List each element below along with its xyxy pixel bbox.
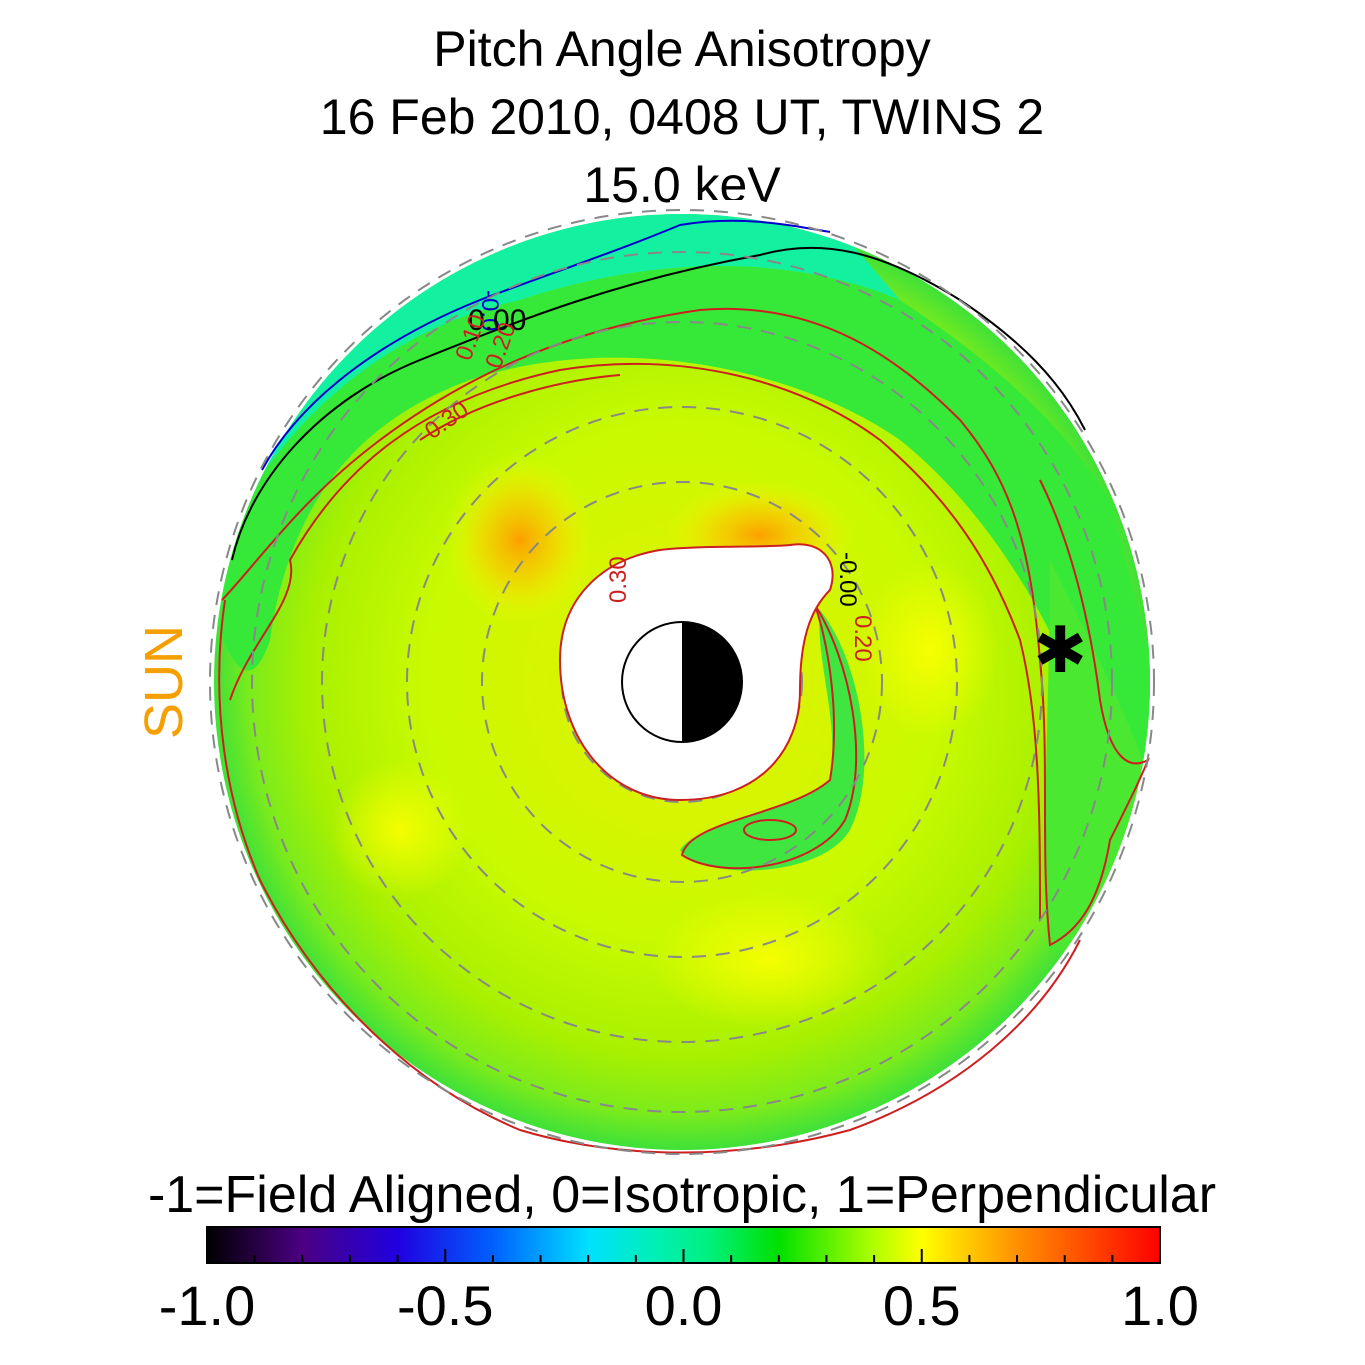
region-yellow-se [650,890,890,1030]
region-night-peak [445,455,595,625]
contour-red-outer [218,599,1081,1154]
colorbar-ticks [206,1249,1161,1263]
region-northwest-cap [214,214,900,520]
contour-black-0 [231,246,1086,561]
colorbar-tick-labels: -1.0 -0.5 0.0 0.5 1.0 [159,1274,1199,1337]
sun-direction-label: SUN [134,625,194,739]
colorbar: -1.0 -0.5 0.0 0.5 1.0 [159,1226,1199,1337]
region-yellow-sw [330,760,470,900]
grid-circles [209,209,1155,1155]
chart-title-line2: 16 Feb 2010, 0408 UT, TWINS 2 [320,89,1044,145]
contour-red-020 [229,362,1041,921]
region-yellow-east [860,560,1000,740]
grid-circle-6 [209,209,1155,1155]
contour-red-spiral [680,604,858,870]
contour-label: 0.20 [849,615,876,662]
colorbar-tick-label: -0.5 [397,1274,494,1337]
grid-circle-2 [481,481,883,883]
earth-icon [621,621,743,743]
contour-label: 0.00 [468,304,526,337]
colorbar-tick-label: -1.0 [159,1274,256,1337]
contour-label: 0.30 [605,556,632,603]
colorbar-tick-label: 1.0 [1121,1274,1199,1337]
grid-circle-3 [406,406,958,958]
region-spiral-tongue [680,610,865,871]
contour-label: -0.00 [834,552,861,607]
contour-red-010 [221,307,1150,947]
colorbar-tick-label: 0.5 [883,1274,961,1337]
colorbar-tick-label: 0.0 [645,1274,723,1337]
star-marker-icon: ✱ [1033,614,1087,688]
map-edge-mask [670,200,830,225]
contour-red-spiral-inner [743,819,797,841]
colorbar-title: -1=Field Aligned, 0=Isotropic, 1=Perpend… [148,1166,1216,1224]
chart-title-line1: Pitch Angle Anisotropy [433,21,931,77]
grid-circle-4 [321,321,1043,1043]
grid-circle-5 [251,251,1113,1113]
contour-red-030 [419,374,621,441]
contour-labels: -0.0 0.00 0.10 0.20 0.30 0.30 -0.00 0.20 [420,290,876,662]
region-northwest-green [215,266,1150,786]
contour-label: -0.0 [476,290,503,331]
